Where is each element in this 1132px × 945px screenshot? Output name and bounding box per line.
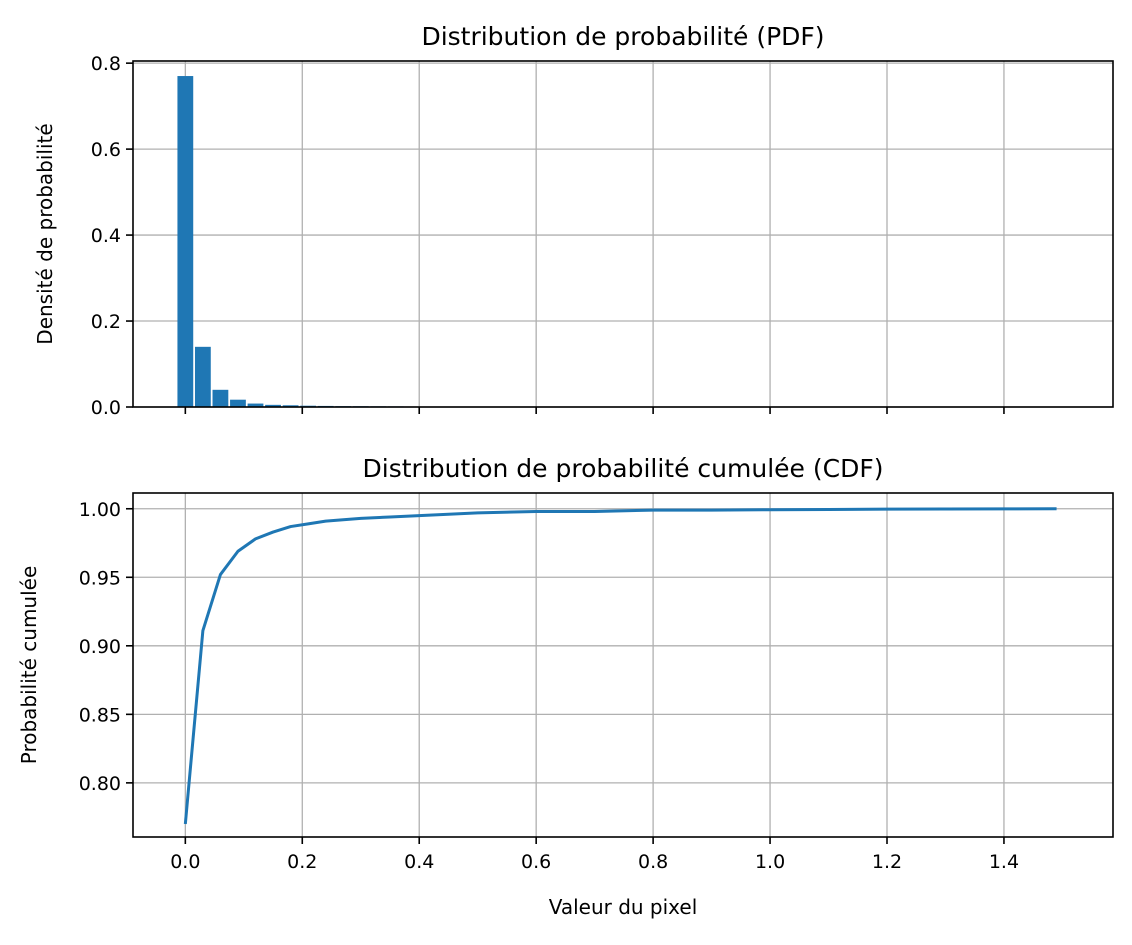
cdf-xtick-label: 0.8 [638, 851, 668, 873]
pdf-bar [195, 347, 211, 407]
cdf-ytick-label: 0.95 [79, 567, 121, 589]
cdf-ytick-label: 0.80 [79, 773, 121, 795]
pdf-bar [213, 390, 229, 407]
cdf-xtick-label: 0.2 [287, 851, 317, 873]
pdf-bar [230, 400, 246, 407]
cdf-xtick-label: 1.4 [989, 851, 1019, 873]
cdf-title: Distribution de probabilité cumulée (CDF… [363, 454, 884, 483]
pdf-ylabel: Densité de probabilité [33, 123, 57, 344]
cdf-xtick-label: 0.4 [404, 851, 434, 873]
cdf-xtick-label: 0.0 [170, 851, 200, 873]
cdf-gridlines [133, 493, 1113, 837]
pdf-axes-frame [133, 61, 1113, 407]
pdf-ytick-label: 0.4 [91, 225, 121, 247]
cdf-ticks: 0.80 0.85 0.90 0.95 1.00 0.0 0.2 0.4 0.6 0.8 1.0 1.… [79, 499, 1019, 873]
cdf-ylabel: Probabilité cumulée [17, 566, 41, 765]
cdf-xtick-label: 1.0 [755, 851, 785, 873]
pdf-bar [177, 76, 193, 407]
pdf-ytick-label: 0.0 [91, 397, 121, 419]
pdf-ytick-label: 0.6 [91, 139, 121, 161]
cdf-ytick-label: 1.00 [79, 499, 121, 521]
pdf-ticks: 0.0 0.2 0.4 0.6 0.8 [91, 53, 1004, 419]
pdf-ytick-label: 0.8 [91, 53, 121, 75]
cdf-xtick-label: 1.2 [872, 851, 902, 873]
pdf-gridlines [133, 61, 1113, 407]
pdf-axes: 0.0 0.2 0.4 0.6 0.8 Distribution de probabil… [33, 22, 1113, 419]
cdf-xlabel: Valeur du pixel [549, 895, 698, 919]
cdf-ytick-label: 0.90 [79, 636, 121, 658]
cdf-xtick-label: 0.6 [521, 851, 551, 873]
pdf-bars [177, 76, 1052, 407]
cdf-ytick-label: 0.85 [79, 704, 121, 726]
pdf-title: Distribution de probabilité (PDF) [421, 22, 824, 51]
cdf-axes-frame [133, 493, 1113, 837]
cdf-axes: 0.80 0.85 0.90 0.95 1.00 0.0 0.2 0.4 0.6 0.8 1.0 1.… [17, 454, 1113, 919]
pdf-ytick-label: 0.2 [91, 311, 121, 333]
cdf-series-line [185, 509, 1056, 824]
